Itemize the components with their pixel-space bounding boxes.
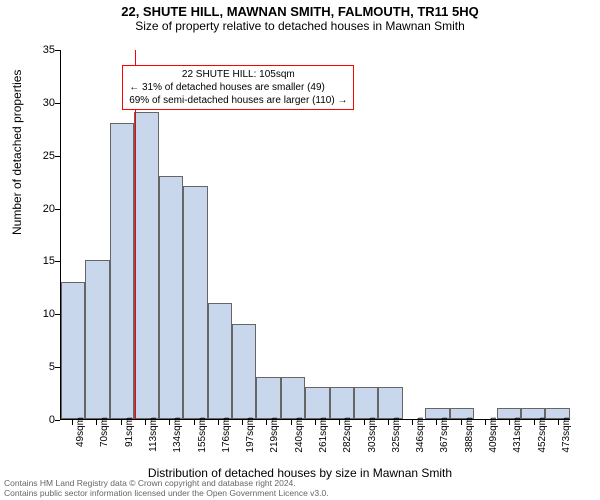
x-tick-label: 113sqm [148,417,159,452]
y-tick-mark [55,261,60,262]
x-tick-label: 176sqm [221,417,232,453]
x-tick-label: 261sqm [318,417,329,453]
x-tick-label: 70sqm [99,417,110,447]
y-tick-label: 0 [30,414,55,426]
bar [208,303,232,419]
x-tick-mark [558,420,559,425]
y-tick-mark [55,314,60,315]
bar [281,377,305,419]
bar [134,112,158,419]
x-tick-mark [509,420,510,425]
chart-title: 22, SHUTE HILL, MAWNAN SMITH, FALMOUTH, … [0,0,600,19]
x-tick-mark [291,420,292,425]
x-tick-mark [194,420,195,425]
bar [183,186,207,419]
x-tick-mark [72,420,73,425]
annotation-box: 22 SHUTE HILL: 105sqm ← 31% of detached … [122,65,354,110]
bar [305,387,329,419]
x-tick-label: 409sqm [488,417,499,453]
y-tick-label: 35 [30,44,55,56]
x-tick-mark [412,420,413,425]
footer-line2: Contains public sector information licen… [4,488,329,498]
x-tick-label: 49sqm [75,417,86,447]
bar [354,387,378,419]
y-tick-mark [55,156,60,157]
x-tick-mark [242,420,243,425]
x-tick-label: 473sqm [561,417,572,453]
x-tick-label: 134sqm [172,417,183,453]
plot-area: 22 SHUTE HILL: 105sqm ← 31% of detached … [60,50,570,420]
annotation-line1: 22 SHUTE HILL: 105sqm [129,68,347,81]
x-tick-label: 240sqm [294,417,305,453]
x-tick-mark [315,420,316,425]
x-tick-label: 367sqm [439,417,450,453]
x-tick-mark [266,420,267,425]
annotation-line2: ← 31% of detached houses are smaller (49… [129,81,347,94]
x-tick-label: 219sqm [269,417,280,453]
x-tick-label: 346sqm [415,417,426,453]
x-tick-label: 431sqm [512,417,523,453]
y-tick-label: 30 [30,97,55,109]
x-tick-mark [339,420,340,425]
y-tick-mark [55,209,60,210]
x-tick-label: 197sqm [245,417,256,453]
x-tick-mark [534,420,535,425]
x-tick-label: 452sqm [537,417,548,453]
x-tick-label: 91sqm [124,417,135,447]
x-tick-label: 282sqm [342,417,353,453]
bar [159,176,183,419]
annotation-line3: 69% of semi-detached houses are larger (… [129,94,347,107]
x-tick-label: 388sqm [464,417,475,453]
bar [330,387,354,419]
x-tick-mark [436,420,437,425]
y-tick-label: 10 [30,308,55,320]
bar [378,387,402,419]
x-tick-label: 155sqm [197,417,208,453]
y-tick-label: 5 [30,361,55,373]
x-tick-mark [169,420,170,425]
x-tick-mark [364,420,365,425]
chart-subtitle: Size of property relative to detached ho… [0,19,600,33]
bar [85,260,109,419]
y-tick-mark [55,50,60,51]
x-tick-mark [121,420,122,425]
footer-attribution: Contains HM Land Registry data © Crown c… [4,478,329,498]
y-axis-label: Number of detached properties [10,70,24,235]
x-tick-mark [485,420,486,425]
y-tick-label: 25 [30,150,55,162]
x-tick-mark [145,420,146,425]
y-tick-mark [55,367,60,368]
footer-line1: Contains HM Land Registry data © Crown c… [4,478,329,488]
bar [232,324,256,419]
y-tick-label: 15 [30,255,55,267]
bar [61,282,85,419]
x-tick-mark [388,420,389,425]
bar [110,123,134,419]
y-tick-mark [55,420,60,421]
x-tick-label: 303sqm [367,417,378,453]
bar [256,377,280,419]
x-tick-label: 325sqm [391,417,402,453]
x-tick-mark [461,420,462,425]
y-tick-label: 20 [30,203,55,215]
y-tick-mark [55,103,60,104]
x-tick-mark [218,420,219,425]
x-tick-mark [96,420,97,425]
chart-area: 22 SHUTE HILL: 105sqm ← 31% of detached … [60,50,570,420]
